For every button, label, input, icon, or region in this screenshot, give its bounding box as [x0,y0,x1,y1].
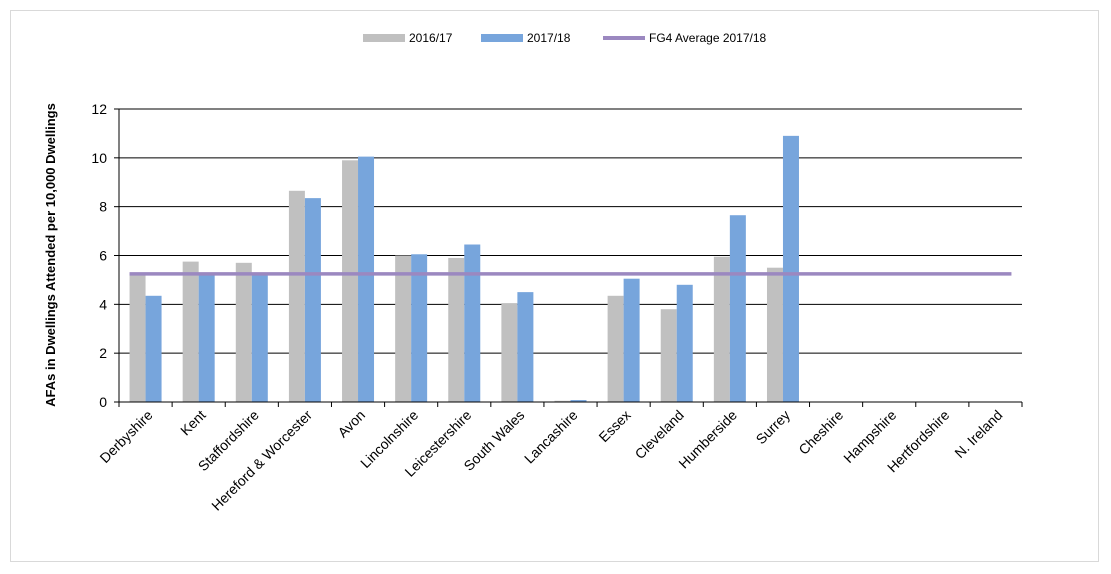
bar-kent-2016-17 [182,261,199,402]
y-axis-label: AFAs in Dwellings Attended per 10,000 Dw… [43,103,58,407]
bar-staffordshire-2016-17 [235,262,252,402]
bar-derbyshire-2016-17 [129,272,146,402]
bar-lancashire-2016-17 [554,400,571,402]
x-tick-label-surrey: Surrey [753,407,793,447]
bar-staffordshire-2017-18 [251,273,268,402]
bar-humberside-2016-17 [713,256,730,402]
chart-frame: 2016/17 2017/18 FG4 Average 2017/18 0 2 4 6… [10,10,1099,562]
legend-swatch-2016-17 [363,34,405,42]
bar-avon-2017-18 [358,156,375,402]
bar-humberside-2017-18 [729,215,746,402]
legend: 2016/17 2017/18 FG4 Average 2017/18 [363,31,767,45]
bar-chart: 2016/17 2017/18 FG4 Average 2017/18 0 2 4 6… [43,31,1023,514]
legend-label-2016-17: 2016/17 [409,31,453,45]
bar-kent-2017-18 [198,273,215,402]
bar-leicestershire-2017-18 [464,244,481,402]
bar-cleveland-2016-17 [660,309,677,402]
y-tick-label: 0 [99,394,107,410]
bar-leicestershire-2016-17 [448,257,465,402]
bar-essex-2016-17 [607,295,624,402]
bar-essex-2017-18 [623,278,640,402]
legend-swatch-2017-18 [481,34,523,42]
legend-label-fg4-average: FG4 Average 2017/18 [649,31,767,45]
bar-lancashire-2017-18 [570,400,587,402]
bar-surrey-2016-17 [766,267,783,402]
x-tick-label-cleveland: Cleveland [632,407,687,462]
x-tick-label-derbyshire: Derbyshire [96,407,155,466]
bar-south-wales-2017-18 [517,292,534,402]
y-tick-label: 6 [99,248,107,264]
x-tick-label-cheshire: Cheshire [795,407,846,458]
x-tick-label-avon: Avon [334,407,368,441]
legend-label-2017-18: 2017/18 [527,31,571,45]
x-tick-label-kent: Kent [177,407,209,439]
y-tick-label: 8 [99,199,107,215]
bar-avon-2016-17 [342,160,359,402]
bar-surrey-2017-18 [782,135,799,402]
y-tick-label: 12 [91,101,107,117]
bar-south-wales-2016-17 [501,303,518,402]
bar-derbyshire-2017-18 [145,295,162,402]
bar-hereford-worcester-2017-18 [304,198,321,402]
bar-hereford-worcester-2016-17 [288,190,305,402]
x-tick-label-hereford-worcester: Hereford & Worcester [208,407,315,514]
y-tick-label: 10 [91,150,107,166]
x-tick-label-n-ireland: N. Ireland [951,407,1005,461]
y-tick-label: 2 [99,345,107,361]
bar-lincolnshire-2017-18 [411,254,428,402]
x-tick-label-essex: Essex [595,407,633,445]
y-tick-label: 4 [99,296,107,312]
bar-lincolnshire-2016-17 [395,255,412,402]
bar-cleveland-2017-18 [676,284,693,402]
x-tick-label-lancashire: Lancashire [521,407,581,467]
